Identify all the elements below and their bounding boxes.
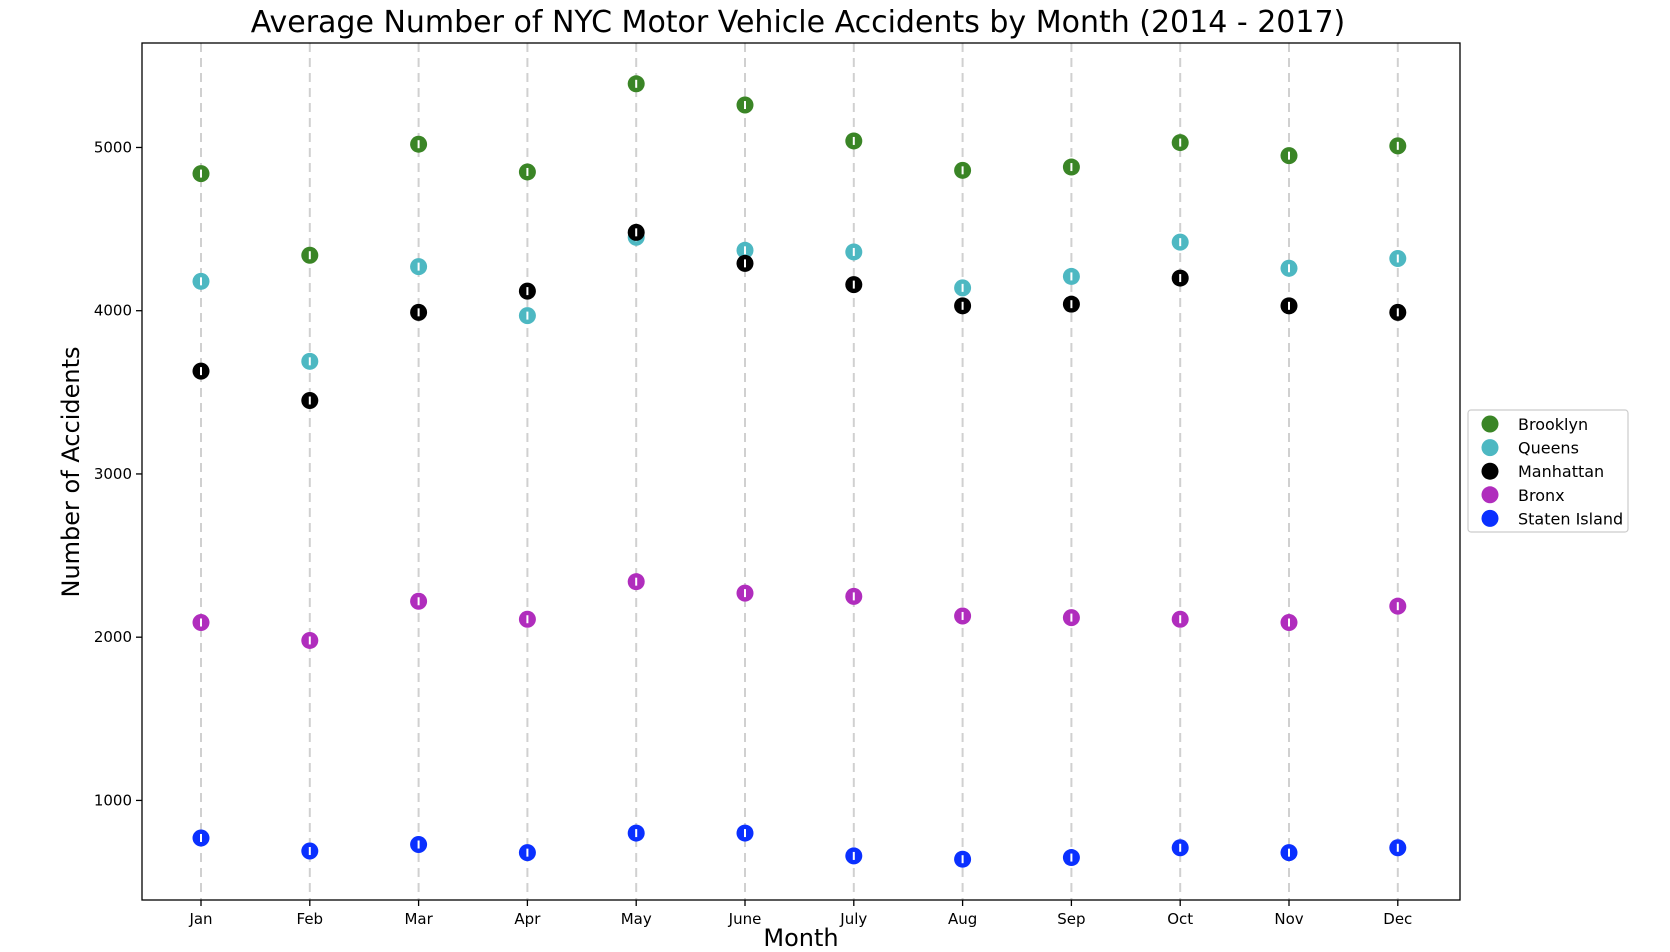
chart-title: Average Number of NYC Motor Vehicle Acci… [251, 5, 1346, 40]
y-axis: 1000 2000 3000 4000 5000 [94, 138, 142, 809]
x-axis: Jan Feb Mar Apr May June July Aug Sep Oct Nov Dec [188, 900, 1412, 928]
data-points [192, 75, 1407, 868]
y-tick-label: 1000 [94, 791, 132, 809]
y-axis-label: Number of Accidents [57, 347, 85, 598]
y-tick-label: 3000 [94, 465, 132, 483]
x-tick-label: Oct [1167, 910, 1193, 928]
x-tick-label: June [728, 910, 762, 928]
grid-lines [200, 43, 1399, 900]
x-tick-label: Nov [1274, 910, 1303, 928]
y-tick-label: 2000 [94, 628, 132, 646]
x-tick-label: Apr [514, 910, 541, 928]
legend-marker-brooklyn [1481, 415, 1499, 433]
x-tick-label: May [621, 910, 652, 928]
legend-marker-staten-island [1481, 509, 1499, 527]
legend-marker-manhattan [1481, 462, 1499, 480]
legend-label-queens: Queens [1518, 439, 1579, 458]
legend-marker-bronx [1481, 486, 1499, 504]
legend-label-bronx: Bronx [1518, 486, 1565, 505]
legend-label-staten-island: Staten Island [1518, 509, 1623, 528]
x-axis-label: Month [763, 924, 838, 952]
x-tick-label: Jan [188, 910, 212, 928]
legend-box [1467, 409, 1629, 533]
y-tick-label: 4000 [94, 302, 132, 320]
x-tick-label: Aug [948, 910, 977, 928]
x-tick-label: Dec [1383, 910, 1412, 928]
legend: Brooklyn Queens Manhattan Bronx Staten Islan… [1467, 409, 1629, 533]
plot-frame [141, 42, 1461, 901]
legend-marker-queens [1481, 439, 1499, 457]
legend-label-manhattan: Manhattan [1518, 462, 1604, 481]
y-tick-label: 5000 [94, 138, 132, 156]
x-tick-label: Mar [404, 910, 433, 928]
x-tick-label: Sep [1057, 910, 1085, 928]
x-tick-label: Feb [297, 910, 324, 928]
x-tick-label: July [839, 910, 867, 928]
legend-label-brooklyn: Brooklyn [1518, 415, 1588, 434]
